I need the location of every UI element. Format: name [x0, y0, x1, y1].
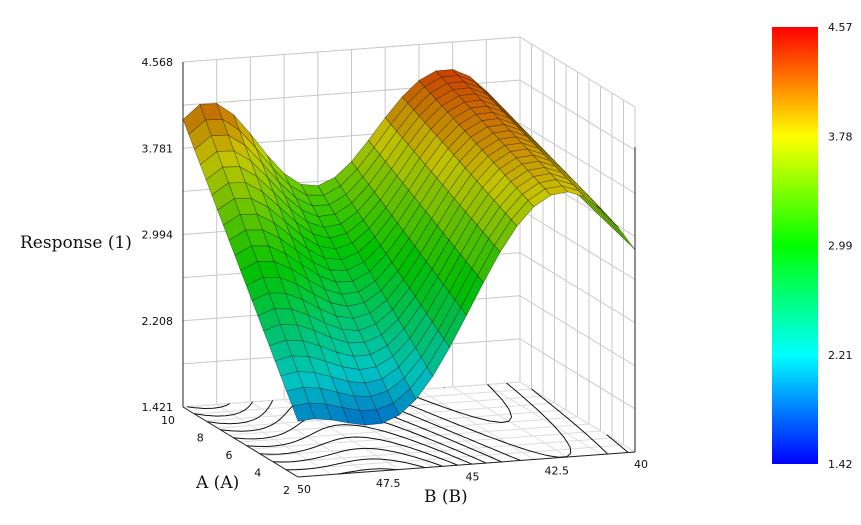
- a-tick-label: 4: [254, 467, 261, 480]
- z-tick-label: 3.781: [142, 142, 174, 155]
- b-axis-ticks: 50 47.5 45 42.5 40: [297, 458, 648, 496]
- floor-grid: [182, 62, 636, 478]
- z-tick-label: 1.421: [142, 401, 174, 414]
- colorbar-tick-label: 3.78: [828, 130, 853, 143]
- colorbar-tick-label: 2.21: [828, 349, 853, 362]
- b-tick-label: 45: [466, 471, 480, 484]
- b-axis-title: B (B): [424, 487, 468, 507]
- b-tick-label: 42.5: [545, 464, 570, 477]
- colorbar-tick-label: 2.99: [828, 240, 853, 253]
- z-tick-label: 4.568: [142, 56, 174, 69]
- response-surface: [182, 69, 636, 426]
- b-tick-label: 47.5: [376, 477, 401, 490]
- a-axis-ticks: 2 4 6 8 10: [161, 414, 290, 497]
- z-tick-label: 2.994: [142, 229, 174, 242]
- z-tick-label: 2.208: [142, 315, 174, 328]
- z-axis-ticks: 1.421 2.208 2.994 3.781 4.568: [142, 56, 174, 414]
- colorbar-ticks: 1.42 2.21 2.99 3.78 4.57: [828, 21, 853, 471]
- b-tick-label: 50: [297, 483, 311, 496]
- b-tick-label: 40: [634, 458, 648, 471]
- colorbar-tick-label: 4.57: [828, 21, 853, 34]
- a-tick-label: 2: [283, 484, 290, 497]
- a-axis-title: A (A): [195, 473, 239, 493]
- a-tick-label: 8: [197, 432, 204, 445]
- colorbar-gradient: [772, 27, 818, 464]
- a-tick-label: 6: [226, 449, 233, 462]
- colorbar-tick-label: 1.42: [828, 458, 853, 471]
- colorbar: [772, 27, 818, 464]
- z-axis-title: Response (1): [20, 233, 132, 253]
- a-tick-label: 10: [161, 414, 175, 427]
